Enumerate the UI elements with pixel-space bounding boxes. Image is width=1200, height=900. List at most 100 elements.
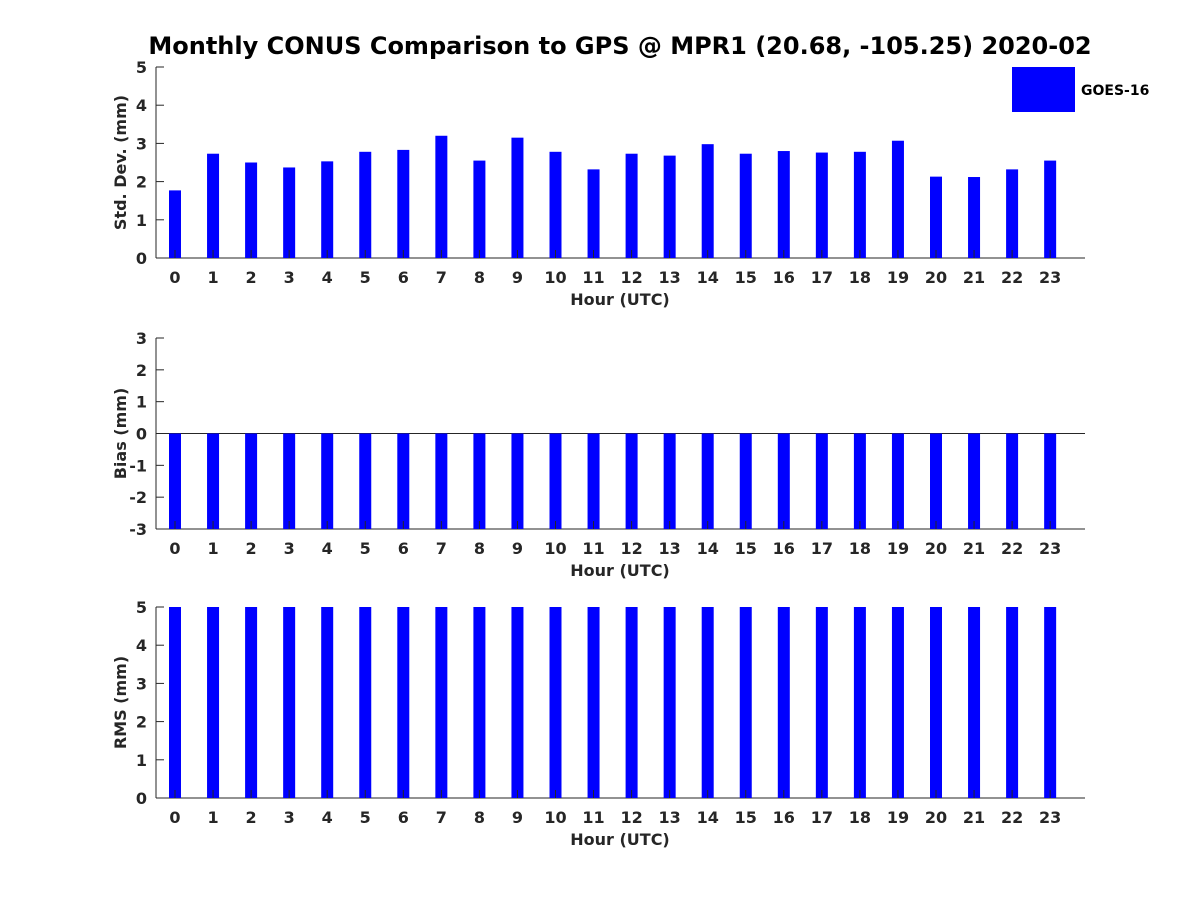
rms-y-tick-label: 4 [136, 636, 147, 655]
std-dev-bar [1044, 160, 1057, 258]
rms-x-tick-label: 7 [436, 808, 447, 827]
rms-bar [777, 607, 790, 798]
std-dev-bar [739, 153, 752, 258]
std-dev-x-tick-label: 7 [436, 268, 447, 287]
bias-bar [625, 433, 638, 529]
bias-bar [283, 433, 296, 529]
bias-bar [359, 433, 372, 529]
rms-bar [245, 607, 258, 798]
bias-bar [853, 433, 866, 529]
std-dev-x-tick-label: 16 [773, 268, 795, 287]
std-dev-x-axis-label: Hour (UTC) [570, 290, 670, 309]
std-dev-x-tick-label: 11 [582, 268, 604, 287]
rms-bar [169, 607, 181, 798]
std-dev-bar [815, 152, 828, 258]
rms-bar [283, 607, 296, 798]
bias-x-tick-label: 2 [246, 539, 257, 558]
rms-bar [511, 607, 524, 798]
rms-x-tick-label: 20 [925, 808, 947, 827]
bias-bar [891, 433, 904, 529]
std-dev-bar [245, 162, 258, 258]
bias-bar [663, 433, 676, 529]
bias-x-tick-label: 6 [398, 539, 409, 558]
rms-x-tick-label: 15 [735, 808, 757, 827]
rms-x-tick-label: 16 [773, 808, 795, 827]
rms-bar [739, 607, 752, 798]
bias-x-tick-label: 11 [582, 539, 604, 558]
std-dev-y-tick-label: 5 [136, 58, 147, 77]
bias-bar [1044, 433, 1057, 529]
bias-x-tick-label: 10 [544, 539, 566, 558]
bias-x-tick-label: 8 [474, 539, 485, 558]
std-dev-x-tick-label: 1 [207, 268, 218, 287]
bias-x-tick-label: 23 [1039, 539, 1061, 558]
bias-x-tick-label: 13 [659, 539, 681, 558]
std-dev-bar [435, 135, 448, 258]
rms-x-tick-label: 19 [887, 808, 909, 827]
std-dev-x-tick-label: 17 [811, 268, 833, 287]
rms-x-tick-label: 11 [582, 808, 604, 827]
std-dev-x-tick-label: 23 [1039, 268, 1061, 287]
rms-bar [968, 607, 981, 798]
bias-bar [549, 433, 562, 529]
bias-x-tick-label: 22 [1001, 539, 1023, 558]
bias-bar [968, 433, 981, 529]
bias-y-tick-label: 2 [136, 361, 147, 380]
bias-x-tick-label: 20 [925, 539, 947, 558]
bias-x-tick-label: 16 [773, 539, 795, 558]
std-dev-x-tick-label: 9 [512, 268, 523, 287]
std-dev-y-tick-label: 2 [136, 173, 147, 192]
bias-bar [245, 433, 258, 529]
bias-y-tick-label: 1 [136, 393, 147, 412]
std-dev-x-tick-label: 6 [398, 268, 409, 287]
std-dev-bar [169, 190, 181, 258]
rms-bar [891, 607, 904, 798]
std-dev-bar [207, 153, 220, 258]
bias-y-tick-label: -1 [129, 456, 147, 475]
bias-y-axis-label: Bias (mm) [111, 388, 130, 480]
rms-y-tick-label: 3 [136, 674, 147, 693]
std-dev-bar [549, 151, 562, 258]
std-dev-y-tick-label: 0 [136, 249, 147, 268]
std-dev-x-tick-label: 18 [849, 268, 871, 287]
rms-bar [359, 607, 372, 798]
bias-bar [701, 433, 714, 529]
bias-bar [1006, 433, 1019, 529]
std-dev-y-tick-label: 1 [136, 211, 147, 230]
std-dev-bar [968, 177, 981, 258]
rms-x-tick-label: 0 [169, 808, 180, 827]
std-dev-x-tick-label: 15 [735, 268, 757, 287]
bias-x-tick-label: 12 [620, 539, 642, 558]
std-dev-x-tick-label: 19 [887, 268, 909, 287]
rms-x-tick-label: 14 [697, 808, 719, 827]
bias-bar [473, 433, 486, 529]
rms-x-tick-label: 21 [963, 808, 985, 827]
bias-bar [435, 433, 448, 529]
rms-y-tick-label: 0 [136, 789, 147, 808]
std-dev-x-tick-label: 5 [360, 268, 371, 287]
std-dev-bar [1006, 169, 1019, 258]
bias-y-tick-label: -3 [129, 520, 147, 539]
std-dev-bar [321, 161, 334, 258]
std-dev-bar [473, 160, 486, 258]
bias-bar [207, 433, 220, 529]
rms-y-axis-label: RMS (mm) [111, 656, 130, 749]
bias-x-tick-label: 15 [735, 539, 757, 558]
rms-bar [207, 607, 220, 798]
rms-x-tick-label: 9 [512, 808, 523, 827]
bias-bar [169, 433, 181, 529]
bias-bar [321, 433, 334, 529]
rms-x-tick-label: 12 [620, 808, 642, 827]
rms-bar [473, 607, 486, 798]
bias-bar [397, 433, 410, 529]
std-dev-bar [891, 140, 904, 258]
bias-bar [587, 433, 600, 529]
bias-x-tick-label: 0 [169, 539, 180, 558]
rms-bar [663, 607, 676, 798]
bias-x-tick-label: 21 [963, 539, 985, 558]
rms-x-axis-label: Hour (UTC) [570, 830, 670, 849]
std-dev-bar [397, 149, 410, 258]
